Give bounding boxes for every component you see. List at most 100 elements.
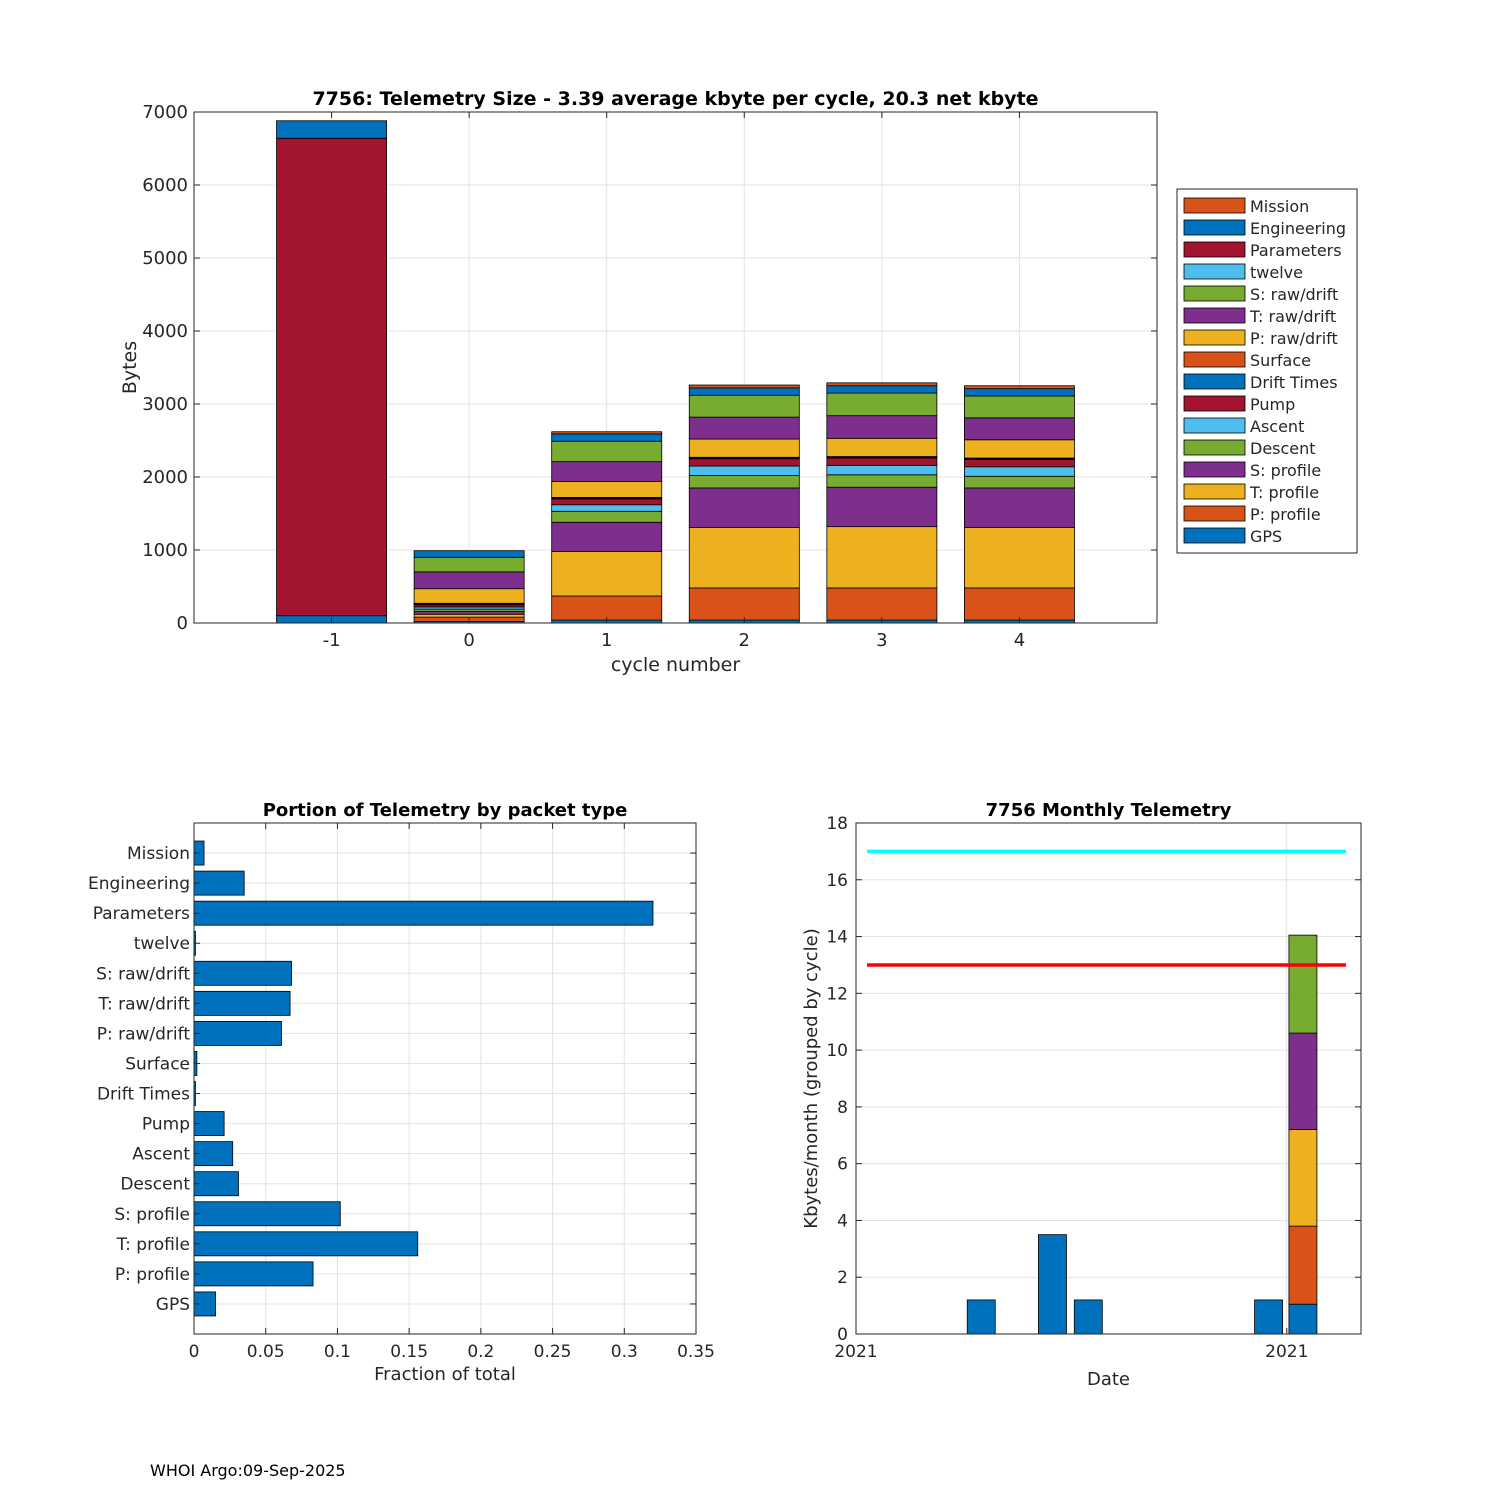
portion-plot-area: [194, 823, 696, 1334]
portion-bar: [193, 1201, 341, 1227]
portion-bar: [193, 900, 654, 926]
portion-y-tick-label: Surface: [125, 1054, 190, 1074]
stacked-y-tick-label: 2000: [142, 467, 188, 488]
portion-x-tick-label: 0.2: [467, 1342, 494, 1362]
stacked-bar-segment: [551, 521, 663, 552]
legend-label: twelve: [1250, 263, 1303, 282]
legend-label: P: raw/drift: [1250, 329, 1338, 348]
legend-label: Parameters: [1250, 241, 1342, 260]
stacked-bar-segment: [964, 526, 1075, 589]
monthly-bar-segment: [1254, 1299, 1283, 1335]
stacked-bar-segment: [826, 474, 938, 488]
stacked-bar-segment: [964, 417, 1075, 441]
monthly-x-tick-label: 2021: [834, 1342, 877, 1362]
legend-swatch: [1183, 307, 1246, 324]
stacked-bar-segment: [688, 465, 800, 476]
legend-label: Mission: [1250, 197, 1309, 216]
portion-y-tick-label: S: raw/drift: [96, 964, 190, 984]
portion-x-tick-label: 0: [189, 1342, 200, 1362]
stacked-bar-chart: 0 1000 2000 3000 4000 5000 6000 7000 -1 0 1 2 3 4 775…: [119, 88, 1358, 676]
stacked-y-tick-label: 5000: [142, 248, 188, 269]
stacked-bar-segment: [276, 137, 387, 617]
legend-swatch: [1183, 351, 1246, 368]
monthly-axes-box: [855, 822, 1362, 1335]
monthly-y-tick-label: 12: [826, 984, 848, 1004]
monthly-chart-title: 7756 Monthly Telemetry: [986, 800, 1232, 821]
monthly-y-tick-label: 4: [837, 1211, 848, 1231]
legend-swatch: [1183, 483, 1246, 500]
stacked-bar-segment: [551, 510, 663, 523]
stacked-legend[interactable]: Mission Engineering Parameters twelve S: raw…: [1176, 188, 1358, 554]
portion-y-tick-label: Engineering: [88, 874, 190, 894]
monthly-ticks: 0 2 4 6 8 10 12 14 16 18 2021 2021: [826, 814, 1361, 1362]
stacked-y-tick-label: 7000: [142, 102, 188, 123]
portion-x-tick-label: 0.05: [247, 1342, 285, 1362]
legend-swatch: [1183, 329, 1246, 346]
portion-bar: [193, 1171, 239, 1197]
legend-swatch: [1183, 197, 1246, 214]
legend-label: GPS: [1250, 527, 1282, 546]
monthly-y-tick-label: 2: [837, 1268, 848, 1288]
stacked-bar-segment: [688, 487, 800, 528]
stacked-y-tick-label: 3000: [142, 394, 188, 415]
legend-swatch: [1183, 417, 1246, 434]
portion-bars: [193, 840, 654, 1317]
legend-swatch: [1183, 263, 1246, 280]
stacked-bar-segment: [688, 587, 800, 621]
stacked-bar-segment: [826, 415, 938, 439]
monthly-bars: [966, 934, 1318, 1335]
portion-x-tick-label: 0.35: [677, 1342, 715, 1362]
legend-label: S: profile: [1250, 461, 1321, 480]
monthly-bar-segment: [1288, 1129, 1318, 1227]
stacked-bar-segment: [964, 395, 1075, 419]
portion-x-tick-label: 0.1: [324, 1342, 351, 1362]
portion-y-tick-label: Drift Times: [97, 1085, 190, 1105]
monthly-bar-segment: [1288, 934, 1318, 1034]
portion-y-tick-label: Mission: [127, 844, 190, 864]
portion-chart-title: Portion of Telemetry by packet type: [263, 800, 628, 821]
stacked-bar-segment: [688, 394, 800, 418]
portion-bar: [193, 1020, 282, 1046]
legend-swatch: [1183, 373, 1246, 390]
legend-label: Pump: [1250, 395, 1295, 414]
portion-y-tick-label: P: raw/drift: [97, 1024, 191, 1044]
legend-label: P: profile: [1250, 505, 1321, 524]
legend-swatch: [1183, 241, 1246, 258]
stacked-x-tick-label: 4: [1014, 630, 1025, 651]
monthly-y-tick-label: 10: [826, 1041, 848, 1061]
stacked-bar-segment: [826, 486, 938, 528]
legend-swatch: [1183, 461, 1246, 478]
stacked-bar-segment: [551, 431, 663, 435]
footer-text: WHOI Argo:09-Sep-2025: [150, 1461, 346, 1480]
monthly-plot-area: [856, 823, 1361, 1334]
legend-label: T: profile: [1249, 483, 1319, 502]
stacked-axes-box: [193, 111, 1158, 624]
legend-swatch: [1183, 505, 1246, 522]
stacked-bar-segment: [688, 384, 800, 389]
legend-label: T: raw/drift: [1249, 307, 1336, 326]
stacked-bar-segment: [688, 416, 800, 440]
portion-x-tick-label: 0.3: [611, 1342, 638, 1362]
portion-y-tick-label: Descent: [120, 1175, 190, 1195]
monthly-bar-segment: [1038, 1234, 1067, 1335]
portion-bar: [193, 960, 292, 986]
stacked-y-tick-label: 4000: [142, 321, 188, 342]
portion-y-tick-label: Ascent: [132, 1145, 190, 1165]
legend-label: Engineering: [1250, 219, 1346, 238]
stacked-y-tick-label: 1000: [142, 540, 188, 561]
stacked-bar-segment: [826, 437, 938, 457]
stacked-bar-segment: [964, 459, 1075, 468]
portion-bar: [193, 1141, 234, 1167]
monthly-y-tick-label: 0: [837, 1325, 848, 1345]
monthly-y-tick-label: 6: [837, 1155, 848, 1175]
legend-label: Ascent: [1250, 417, 1304, 436]
legend-swatch: [1183, 219, 1246, 236]
portion-y-tick-label: twelve: [134, 934, 190, 954]
stacked-bar-segment: [688, 475, 800, 489]
monthly-bar-segment: [1288, 1225, 1318, 1305]
stacked-bar-segment: [413, 571, 525, 590]
stacked-y-tick-label: 6000: [142, 175, 188, 196]
stacked-x-tick-label: 3: [876, 630, 887, 651]
portion-x-axis-label: Fraction of total: [374, 1364, 516, 1385]
stacked-x-tick-label: 1: [601, 630, 612, 651]
